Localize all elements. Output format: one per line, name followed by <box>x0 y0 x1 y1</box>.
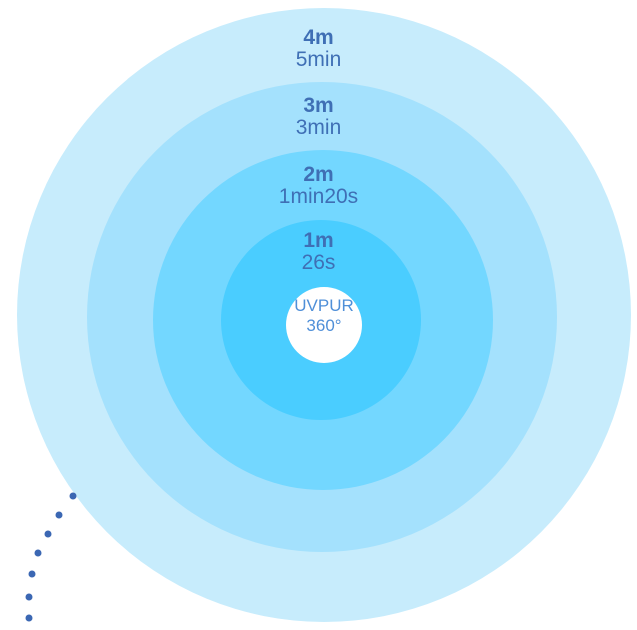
device-name: UVPUR <box>294 296 354 315</box>
ring-duration: 5min <box>295 48 342 71</box>
dot <box>44 530 52 538</box>
ring-label-1m: 1m 26s <box>0 230 637 273</box>
ring-distance: 2m <box>303 163 334 186</box>
ring-distance: 1m <box>303 229 334 252</box>
dot <box>25 593 33 601</box>
ring-duration: 3min <box>295 116 342 139</box>
ring-label-3m: 3m 3min <box>0 95 637 138</box>
ring-label-2m: 2m 1min20s <box>0 164 637 207</box>
ring-duration: 1min20s <box>278 185 359 208</box>
device-coverage: 360° <box>306 316 342 335</box>
dot <box>25 614 33 622</box>
dot <box>34 549 42 557</box>
ring-duration: 26s <box>301 251 336 274</box>
device-label: UVPUR 360° <box>286 296 362 336</box>
ring-distance: 3m <box>303 94 334 117</box>
dot <box>55 511 63 519</box>
ring-label-4m: 4m 5min <box>0 27 637 70</box>
ring-distance: 4m <box>303 26 334 49</box>
dot <box>28 570 36 578</box>
dot <box>69 492 77 500</box>
device-center-disc <box>286 287 362 363</box>
